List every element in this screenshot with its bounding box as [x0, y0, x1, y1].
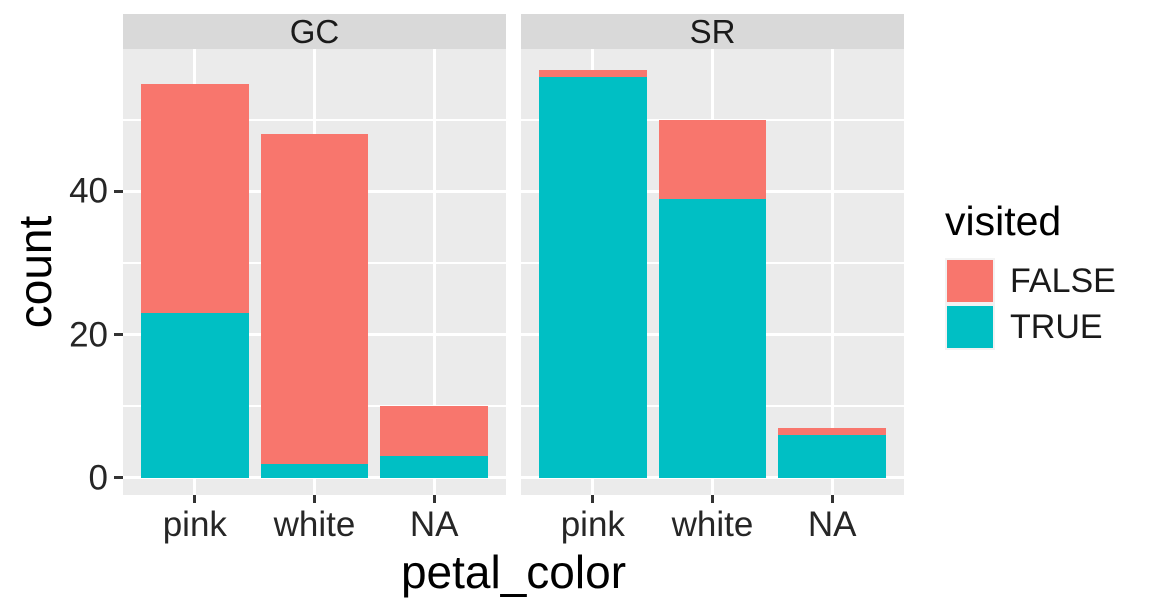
bar-sr-pink-true	[538, 76, 647, 478]
y-tick-label: 0	[88, 458, 108, 498]
bar-gc-na-false	[380, 406, 489, 457]
y-tick-label: 40	[69, 171, 108, 211]
x-tick-label: NA	[807, 505, 857, 544]
bar-sr-white-false	[658, 119, 767, 199]
y-tick-mark	[114, 189, 123, 193]
facet-strip-gc: GC	[123, 14, 506, 49]
bar-gc-pink-true	[140, 313, 249, 478]
x-tick-mark	[711, 495, 714, 503]
bar-gc-na-true	[380, 456, 489, 478]
legend-entry-false: FALSE	[945, 258, 1116, 304]
bar-sr-white-true	[658, 198, 767, 478]
y-axis-title: count	[9, 215, 61, 329]
legend-swatch-true	[947, 306, 993, 348]
facet-strip-label: SR	[689, 13, 736, 50]
bar-sr-pink-false	[538, 69, 647, 77]
x-tick-label: NA	[409, 505, 459, 544]
bar-gc-pink-false	[140, 84, 249, 314]
y-tick-mark	[114, 476, 123, 480]
x-tick-label: pink	[560, 505, 625, 544]
major-gridline-vertical	[432, 49, 436, 495]
legend-key	[945, 258, 995, 304]
x-tick-mark	[432, 495, 436, 503]
legend-title: visited	[945, 198, 1062, 244]
x-tick-label: white	[273, 505, 356, 544]
legend-swatch-false	[947, 260, 993, 302]
facet-strip-label: GC	[289, 13, 340, 50]
legend: visited FALSE TRUE	[945, 201, 1116, 350]
bar-sr-na-false	[778, 427, 887, 435]
plot-panel-sr	[521, 49, 904, 495]
x-axis-title: petal_color	[400, 546, 627, 598]
legend-key	[945, 304, 995, 350]
facet-strip-sr: SR	[521, 14, 904, 49]
bar-sr-na-true	[778, 434, 887, 478]
legend-label: TRUE	[1010, 308, 1103, 346]
x-tick-label: white	[671, 505, 754, 544]
major-gridline-vertical	[830, 49, 834, 495]
x-tick-mark	[193, 495, 197, 503]
legend-entry-true: TRUE	[945, 304, 1116, 350]
bar-gc-white-false	[260, 134, 369, 464]
x-tick-label: pink	[162, 505, 227, 544]
legend-label: FALSE	[1010, 262, 1116, 300]
x-tick-mark	[591, 495, 595, 503]
y-tick-label: 20	[69, 315, 108, 355]
plot-panel-gc	[123, 49, 506, 495]
x-tick-mark	[830, 495, 834, 503]
y-tick-mark	[114, 333, 123, 337]
x-tick-mark	[313, 495, 316, 503]
bar-gc-white-true	[260, 463, 369, 478]
legend-entries: FALSE TRUE	[945, 258, 1116, 350]
